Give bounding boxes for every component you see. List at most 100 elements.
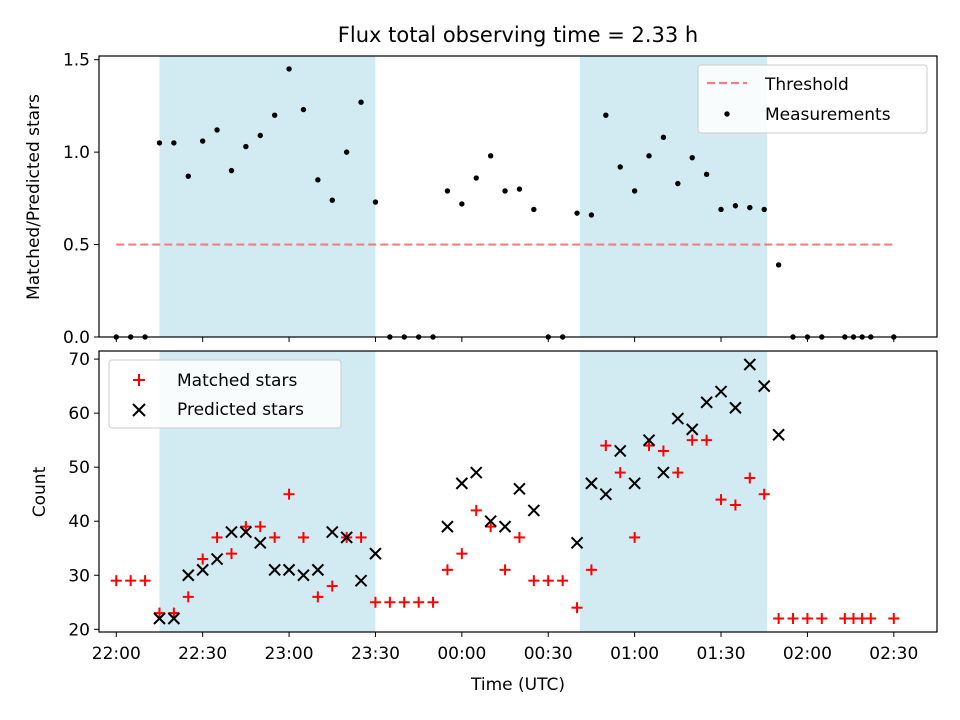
measurement-point <box>243 143 249 150</box>
matched-point <box>254 521 266 533</box>
matched-point <box>643 440 655 452</box>
predicted-point <box>297 569 310 582</box>
measurement-point <box>257 132 263 139</box>
matched-point <box>125 575 137 587</box>
matched-point <box>211 531 223 543</box>
matched-point <box>513 531 525 543</box>
ratio-y-axis-title: Matched/Predicted stars <box>24 94 44 300</box>
matched-point <box>470 504 482 516</box>
matched-point <box>485 521 497 533</box>
matched-point <box>585 564 597 576</box>
predicted-point <box>441 520 454 533</box>
matched-point <box>384 596 396 608</box>
measurement-point <box>171 140 177 146</box>
count-points <box>110 358 900 625</box>
measurement-point <box>516 186 523 192</box>
predicted-point <box>326 525 339 539</box>
predicted-point <box>729 401 742 414</box>
predicted-point <box>527 504 541 517</box>
x-tick-label: 01:30 <box>697 644 746 664</box>
matched-point <box>110 575 122 587</box>
predicted-point <box>628 477 641 490</box>
y-tick-label: 30 <box>68 566 90 586</box>
measurement-point <box>675 180 681 187</box>
threshold-legend-label: Threshold <box>764 75 849 95</box>
matched-point <box>816 612 828 624</box>
measurement-point <box>747 204 753 211</box>
measurement-point <box>588 212 595 218</box>
predicted-point-b <box>441 520 454 533</box>
matched-point <box>182 591 194 603</box>
matched-point <box>542 575 554 587</box>
measurement-point <box>286 66 292 72</box>
measurements-legend-label: Measurements <box>765 105 891 125</box>
predicted-point-b <box>671 412 685 425</box>
matched-legend-swatch <box>133 374 145 386</box>
predicted-point-b <box>642 433 656 447</box>
predicted-point-b <box>196 563 209 577</box>
matched-point <box>729 499 741 511</box>
matched-legend-label: Matched stars <box>177 371 297 391</box>
predicted-point-b <box>686 423 699 436</box>
measurement-point <box>271 112 278 118</box>
count-legend-box <box>108 359 342 429</box>
predicted-point <box>239 525 253 539</box>
predicted-point-b <box>455 477 469 490</box>
matched-point <box>499 564 511 576</box>
predicted-point <box>182 569 195 582</box>
predicted-point <box>225 525 238 539</box>
predicted-point <box>311 563 325 577</box>
predicted-point <box>570 536 584 550</box>
predicted-point-b <box>527 504 541 517</box>
measurement-point <box>315 177 321 183</box>
predicted-point <box>498 520 512 533</box>
x-tick-label: 00:00 <box>437 644 486 664</box>
measurement-point <box>199 138 206 144</box>
matched-point <box>225 548 237 560</box>
predicted-point <box>196 563 209 577</box>
ratio-y-ticks: 0.0 0.5 1.0 1.5 <box>63 51 99 348</box>
x-tick-label: 22:30 <box>178 644 227 664</box>
count-legend: Matched stars Predicted stars <box>108 359 342 429</box>
count-x-ticks: 22:00 22:30 23:00 23:30 00:00 00:30 01:00 01:30… <box>92 632 918 664</box>
measurement-point <box>459 201 465 207</box>
measurement-point <box>689 154 695 161</box>
predicted-point-b <box>268 563 281 577</box>
predicted-point-b <box>239 525 253 539</box>
predicted-point <box>585 477 598 490</box>
predicted-point-b <box>614 444 627 458</box>
matched-point <box>773 612 785 624</box>
x-tick-label: 23:30 <box>351 644 400 664</box>
predicted-point <box>254 536 267 550</box>
predicted-point-b <box>340 531 353 544</box>
predicted-point <box>686 423 699 436</box>
matched-point <box>283 488 295 500</box>
predicted-point <box>513 482 526 496</box>
predicted-point <box>671 412 685 425</box>
chart-title: Flux total observing time = 2.33 h <box>338 23 698 47</box>
observing-windows <box>159 56 768 337</box>
predicted-point-b <box>513 482 526 496</box>
predicted-point-b <box>282 563 296 577</box>
predicted-point-b <box>297 569 310 582</box>
predicted-legend-swatch <box>132 403 146 417</box>
predicted-point <box>268 563 281 577</box>
predicted-point-b <box>743 358 757 371</box>
predicted-point-b <box>311 563 325 577</box>
predicted-point <box>210 552 224 566</box>
predicted-point-b <box>628 477 641 490</box>
predicted-point-b <box>570 536 584 550</box>
predicted-point-b <box>772 428 785 441</box>
predicted-point-b <box>369 547 382 560</box>
x-tick-label: 23:00 <box>265 644 314 664</box>
predicted-point <box>614 444 627 458</box>
predicted-point <box>700 396 713 409</box>
y-tick-label: 1.0 <box>63 143 90 163</box>
matched-point <box>240 521 252 533</box>
predicted-point-b <box>210 552 224 566</box>
matched-point <box>715 494 727 506</box>
matched-point <box>600 440 612 452</box>
predicted-point <box>714 385 728 398</box>
x-axis-title: Time (UTC) <box>470 675 565 695</box>
matched-point <box>888 612 900 624</box>
